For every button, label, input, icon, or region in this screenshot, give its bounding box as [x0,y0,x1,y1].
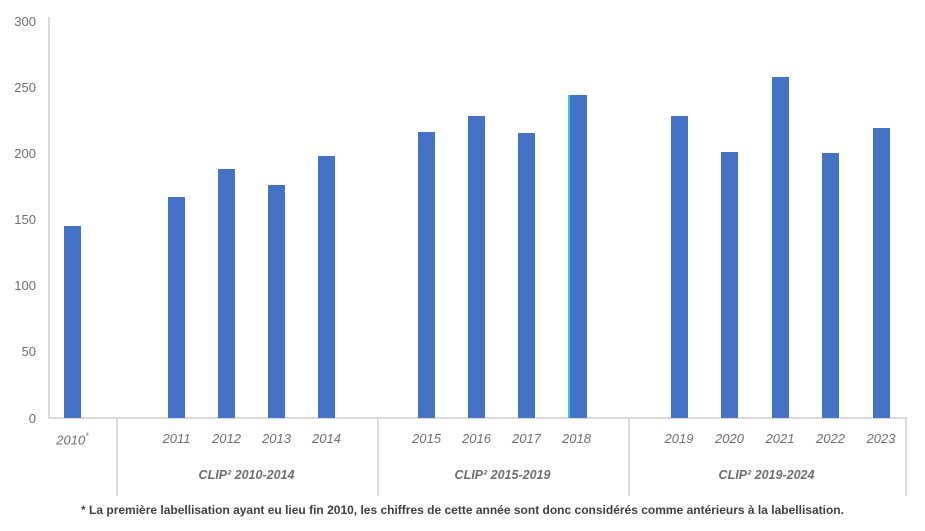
y-axis-line [48,17,50,419]
bar-2017 [518,133,535,418]
bar-2022 [822,153,839,418]
x-axis-line [48,417,907,419]
group-separator-1 [377,419,379,496]
group-separator-0 [116,419,118,496]
y-tick-150: 150 [14,212,36,227]
y-tick-0: 0 [28,410,36,426]
bar-2016 [468,116,485,418]
x-tick-2016: 2016 [462,431,491,446]
y-tick-200: 200 [14,145,36,161]
y-tick-250: 250 [14,79,36,95]
group-label-0: CLIP² 2010-2014 [198,468,295,482]
footnote-marker: * [85,431,89,441]
bar-2015 [418,132,435,418]
group-separator-2 [628,419,630,496]
x-tick-2015: 2015 [412,431,441,446]
bar-2011 [168,197,185,418]
bar-2023 [872,128,890,418]
bar-2018 [568,95,587,418]
group-separator-3 [905,419,907,496]
x-tick-2017: 2017 [512,431,541,446]
x-tick-2022: 2022 [816,431,845,446]
x-tick-2011: 2011 [162,431,191,446]
y-tick-100: 100 [14,278,36,294]
y-tick-300: 300 [14,13,36,29]
y-tick-50: 50 [21,344,36,360]
bar-2013 [268,185,285,418]
x-tick-2014: 2014 [312,431,341,446]
bar-2010 [64,226,81,418]
group-label-1: CLIP² 2015-2019 [454,468,551,482]
bar-2019 [670,116,688,418]
group-label-2: CLIP² 2019-2024 [718,468,815,482]
x-tick-2019: 2019 [664,431,694,446]
bar-2012 [218,169,235,418]
footnote: * La première labellisation ayant eu lie… [81,503,844,517]
x-tick-2013: 2013 [262,431,291,446]
x-tick-2012: 2012 [212,431,241,446]
x-tick-2010: 2010* [56,431,89,448]
bar-2020 [721,152,738,418]
x-tick-2020: 2020 [715,431,744,446]
bar-2021 [771,77,789,418]
x-tick-2018: 2018 [562,431,591,446]
x-tick-2023: 2023 [866,431,896,446]
bar-2014 [318,156,335,418]
x-tick-2021: 2021 [765,431,795,446]
